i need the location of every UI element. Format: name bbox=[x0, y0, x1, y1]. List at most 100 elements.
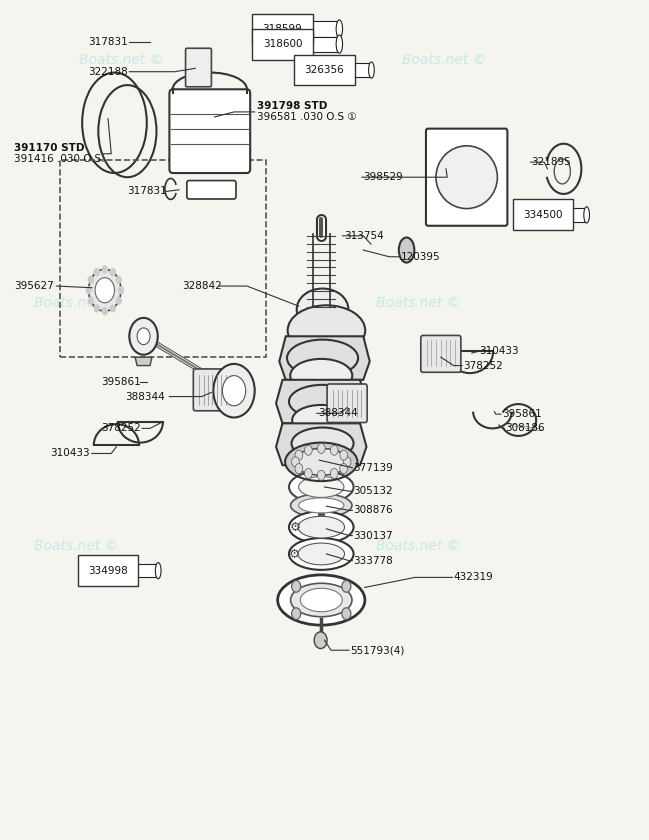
Ellipse shape bbox=[157, 567, 159, 575]
Ellipse shape bbox=[294, 449, 349, 475]
Circle shape bbox=[101, 265, 108, 274]
Text: ⚙: ⚙ bbox=[289, 548, 300, 560]
Circle shape bbox=[95, 278, 114, 302]
Ellipse shape bbox=[155, 563, 161, 579]
Circle shape bbox=[304, 469, 312, 479]
Ellipse shape bbox=[289, 512, 354, 543]
Circle shape bbox=[340, 450, 347, 460]
Text: 396581 .030 O.S ①: 396581 .030 O.S ① bbox=[256, 112, 356, 122]
FancyBboxPatch shape bbox=[327, 384, 367, 423]
Ellipse shape bbox=[288, 305, 365, 355]
Text: 395861: 395861 bbox=[502, 409, 542, 419]
Text: 330137: 330137 bbox=[354, 531, 393, 540]
Text: 334998: 334998 bbox=[88, 565, 128, 575]
Ellipse shape bbox=[289, 385, 356, 418]
Text: 322188: 322188 bbox=[89, 66, 129, 76]
Ellipse shape bbox=[322, 66, 324, 74]
Text: 551793(4): 551793(4) bbox=[350, 645, 405, 655]
Ellipse shape bbox=[371, 66, 373, 74]
Circle shape bbox=[116, 276, 122, 284]
Ellipse shape bbox=[282, 25, 285, 33]
Text: Boats.net ©: Boats.net © bbox=[402, 53, 487, 67]
Ellipse shape bbox=[290, 359, 352, 392]
Ellipse shape bbox=[336, 35, 343, 53]
Bar bbox=[286, 37, 337, 51]
Circle shape bbox=[116, 297, 122, 305]
Circle shape bbox=[214, 364, 254, 417]
Circle shape bbox=[291, 457, 299, 467]
FancyBboxPatch shape bbox=[187, 181, 236, 199]
Bar bbox=[286, 22, 337, 37]
Ellipse shape bbox=[338, 40, 341, 48]
Circle shape bbox=[340, 464, 347, 474]
Text: 388344: 388344 bbox=[318, 408, 358, 418]
Text: 378252: 378252 bbox=[101, 423, 141, 433]
Circle shape bbox=[342, 580, 351, 592]
Circle shape bbox=[223, 375, 246, 406]
Ellipse shape bbox=[286, 443, 357, 480]
Circle shape bbox=[343, 457, 351, 467]
Circle shape bbox=[129, 318, 158, 354]
Circle shape bbox=[304, 445, 312, 455]
Ellipse shape bbox=[336, 20, 343, 38]
Text: 432319: 432319 bbox=[454, 572, 493, 582]
Ellipse shape bbox=[291, 583, 352, 617]
Text: Boats.net ©: Boats.net © bbox=[34, 538, 118, 553]
Text: 391416 .030 O.S.: 391416 .030 O.S. bbox=[14, 154, 104, 164]
Circle shape bbox=[89, 270, 121, 311]
Text: Boats.net ©: Boats.net © bbox=[376, 296, 461, 310]
Ellipse shape bbox=[282, 40, 285, 48]
Ellipse shape bbox=[585, 211, 588, 218]
Bar bbox=[111, 564, 156, 577]
Polygon shape bbox=[276, 423, 367, 465]
Ellipse shape bbox=[300, 588, 342, 612]
Text: 395861: 395861 bbox=[101, 377, 141, 387]
Text: Boats.net ©: Boats.net © bbox=[79, 53, 164, 67]
Circle shape bbox=[330, 469, 338, 479]
Text: 317831: 317831 bbox=[127, 186, 167, 197]
FancyBboxPatch shape bbox=[426, 129, 508, 226]
Ellipse shape bbox=[298, 517, 345, 538]
Circle shape bbox=[317, 470, 325, 480]
Polygon shape bbox=[276, 380, 367, 423]
Ellipse shape bbox=[535, 207, 541, 223]
Text: 310433: 310433 bbox=[50, 449, 90, 459]
Ellipse shape bbox=[289, 538, 354, 570]
Polygon shape bbox=[279, 336, 370, 380]
Ellipse shape bbox=[297, 289, 349, 330]
Text: 317831: 317831 bbox=[89, 37, 129, 46]
Ellipse shape bbox=[291, 494, 352, 517]
Ellipse shape bbox=[298, 543, 345, 564]
Text: 318600: 318600 bbox=[263, 39, 302, 49]
Text: 308876: 308876 bbox=[354, 506, 393, 516]
Text: 377139: 377139 bbox=[354, 463, 393, 473]
Text: 310433: 310433 bbox=[480, 346, 519, 356]
Text: 398529: 398529 bbox=[363, 172, 403, 182]
Circle shape bbox=[86, 286, 92, 294]
Text: 326356: 326356 bbox=[304, 65, 345, 75]
Ellipse shape bbox=[320, 62, 326, 78]
Circle shape bbox=[88, 297, 94, 305]
Text: 391798 STD: 391798 STD bbox=[256, 101, 327, 111]
Ellipse shape bbox=[280, 20, 287, 38]
Ellipse shape bbox=[289, 471, 354, 503]
Circle shape bbox=[110, 268, 116, 276]
Ellipse shape bbox=[338, 25, 341, 33]
Circle shape bbox=[291, 608, 300, 619]
Polygon shape bbox=[135, 357, 152, 365]
Text: Boats.net ©: Boats.net © bbox=[376, 538, 461, 553]
Circle shape bbox=[93, 304, 100, 312]
Ellipse shape bbox=[106, 563, 112, 579]
Circle shape bbox=[295, 464, 303, 474]
FancyBboxPatch shape bbox=[169, 89, 250, 173]
Text: 308186: 308186 bbox=[506, 423, 545, 433]
Text: ⚙: ⚙ bbox=[290, 521, 301, 533]
Ellipse shape bbox=[278, 575, 365, 625]
Text: Boats.net ©: Boats.net © bbox=[34, 296, 118, 310]
Ellipse shape bbox=[291, 428, 354, 459]
Text: 328842: 328842 bbox=[182, 281, 222, 291]
Ellipse shape bbox=[537, 211, 539, 218]
Circle shape bbox=[295, 450, 303, 460]
Bar bbox=[324, 63, 370, 76]
Circle shape bbox=[291, 580, 300, 592]
